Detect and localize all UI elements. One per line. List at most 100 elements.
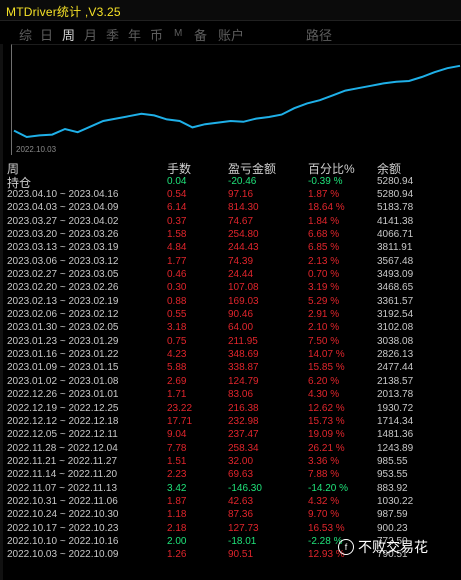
row-balance: 1930.72 bbox=[377, 402, 414, 414]
tab-week[interactable]: 周 bbox=[62, 28, 76, 43]
row-lots: 4.84 bbox=[167, 242, 187, 254]
table-row[interactable]: 2022.12.12 ~ 2022.12.18 17.71 232.98 15.73 … bbox=[7, 415, 461, 428]
tab-currency[interactable]: 币 bbox=[150, 28, 164, 43]
table-row[interactable]: 2022.12.19 ~ 2022.12.25 23.22 216.38 12.62 … bbox=[7, 402, 461, 415]
tab-path[interactable]: 路径 bbox=[306, 28, 333, 43]
row-lots: 1.71 bbox=[167, 389, 187, 401]
row-pnl: 338.87 bbox=[228, 362, 259, 374]
row-pct: 1.87 % bbox=[308, 189, 340, 200]
equity-chart-svg bbox=[13, 64, 461, 139]
tab-account[interactable]: 账户 bbox=[218, 28, 245, 43]
row-pnl: 24.44 bbox=[228, 269, 254, 281]
row-week-range: 2022.10.10 ~ 2022.10.16 bbox=[7, 535, 119, 547]
table-row[interactable]: 2023.01.23 ~ 2023.01.29 0.75 211.95 7.50 % 3… bbox=[7, 335, 461, 348]
row-pct: 4.32 % bbox=[308, 495, 340, 507]
row-lots: 0.37 bbox=[167, 215, 187, 227]
row-pct: 6.20 % bbox=[308, 375, 340, 387]
tab-day[interactable]: 日 bbox=[40, 28, 54, 43]
row-week-range: 2022.10.24 ~ 2022.10.30 bbox=[7, 509, 119, 521]
row-pct: 18.64 % bbox=[308, 202, 345, 214]
table-row[interactable]: 2023.02.13 ~ 2023.02.19 0.88 169.03 5.29 % 3… bbox=[7, 295, 461, 308]
row-pct: 12.62 % bbox=[308, 402, 345, 414]
table-row[interactable]: 2023.03.20 ~ 2023.03.26 1.58 254.80 6.68 % 4… bbox=[7, 228, 461, 241]
row-pct: 19.09 % bbox=[308, 429, 345, 441]
row-pct: 3.19 % bbox=[308, 282, 340, 294]
row-pnl: 74.67 bbox=[228, 215, 254, 227]
row-lots: 1.77 bbox=[167, 255, 187, 267]
row-week-range: 2023.03.27 ~ 2023.04.02 bbox=[7, 215, 119, 227]
row-pnl: 90.51 bbox=[228, 549, 254, 561]
tab-year[interactable]: 年 bbox=[128, 28, 142, 43]
row-balance: 3468.65 bbox=[377, 282, 414, 294]
row-week-range: 2023.02.27 ~ 2023.03.05 bbox=[7, 269, 119, 281]
table-row[interactable]: 2023.03.27 ~ 2023.04.02 0.37 74.67 1.84 % 41… bbox=[7, 215, 461, 228]
table-row[interactable]: 2023.02.06 ~ 2023.02.12 0.55 90.46 2.91 % 31… bbox=[7, 308, 461, 321]
table-row[interactable]: 2023.01.02 ~ 2023.01.08 2.69 124.79 6.20 % 2… bbox=[7, 375, 461, 388]
row-lots: 1.51 bbox=[167, 455, 187, 467]
holding-balance: 5280.94 bbox=[377, 176, 414, 187]
watermark: f 不败交易花 bbox=[338, 537, 428, 557]
row-pnl: 814.30 bbox=[228, 202, 259, 214]
table-row[interactable]: 2023.03.06 ~ 2023.03.12 1.77 74.39 2.13 % 35… bbox=[7, 255, 461, 268]
title-bar: MTDriver统计 ,V3.25 bbox=[0, 0, 461, 21]
row-balance: 3493.09 bbox=[377, 269, 414, 281]
facebook-icon: f bbox=[338, 539, 354, 555]
col-header-lots: 手数 bbox=[167, 162, 192, 176]
table-row[interactable]: 2023.01.16 ~ 2023.01.22 4.23 348.69 14.07 %… bbox=[7, 348, 461, 361]
holding-pct: -0.39 % bbox=[308, 176, 343, 187]
row-lots: 0.30 bbox=[167, 282, 187, 294]
row-week-range: 2023.01.16 ~ 2023.01.22 bbox=[7, 349, 119, 361]
row-balance: 3811.91 bbox=[377, 242, 413, 254]
row-lots: 23.22 bbox=[167, 402, 193, 414]
row-lots: 1.26 bbox=[167, 549, 187, 561]
row-balance: 1243.89 bbox=[377, 442, 414, 454]
row-balance: 3102.08 bbox=[377, 322, 414, 334]
table-row[interactable]: 2023.02.27 ~ 2023.03.05 0.46 24.44 0.70 % 34… bbox=[7, 268, 461, 281]
tab-note[interactable]: 备 bbox=[194, 28, 208, 43]
table-row[interactable]: 2022.11.07 ~ 2022.11.13 3.42 -146.30 -14.20… bbox=[7, 482, 461, 495]
app-title: MTDriver统计 ,V3.25 bbox=[6, 5, 121, 19]
table-row[interactable]: 2022.11.21 ~ 2022.11.27 1.51 32.00 3.36 % 98… bbox=[7, 455, 461, 468]
tab-m[interactable]: M bbox=[174, 28, 183, 39]
table-row[interactable]: 2023.04.03 ~ 2023.04.09 6.14 814.30 18.64 %… bbox=[7, 201, 461, 214]
row-pct: 7.88 % bbox=[308, 469, 340, 481]
tab-overview[interactable]: 综 bbox=[19, 28, 33, 43]
table-row[interactable]: 2022.10.10 ~ 2022.10.16 2.00 -18.01 -2.28 %… bbox=[7, 535, 461, 548]
row-week-range: 2022.11.28 ~ 2022.12.04 bbox=[7, 442, 118, 454]
row-pct: 15.73 % bbox=[308, 415, 345, 427]
table-row[interactable]: 2022.10.17 ~ 2022.10.23 2.18 127.73 16.53 %… bbox=[7, 522, 461, 535]
table-row[interactable]: 2022.10.31 ~ 2022.11.06 1.87 42.63 4.32 % 10… bbox=[7, 495, 461, 508]
table-row[interactable]: 2022.10.24 ~ 2022.10.30 1.18 87.36 9.70 % 98… bbox=[7, 508, 461, 521]
row-balance: 5183.78 bbox=[377, 202, 414, 214]
left-border bbox=[0, 44, 3, 580]
row-pnl: 64.00 bbox=[228, 322, 254, 334]
table-row[interactable]: 2023.04.10 ~ 2023.04.16 0.54 97.16 1.87 % 52… bbox=[7, 188, 461, 201]
table-row[interactable]: 2022.11.14 ~ 2022.11.20 2.23 69.63 7.88 % 95… bbox=[7, 468, 461, 481]
row-pct: -14.20 % bbox=[308, 482, 349, 494]
tab-quarter[interactable]: 季 bbox=[106, 28, 120, 43]
row-week-range: 2023.04.10 ~ 2023.04.16 bbox=[7, 189, 119, 200]
row-pnl: 32.00 bbox=[228, 455, 254, 467]
row-balance: 4141.38 bbox=[377, 215, 414, 227]
row-balance: 2013.78 bbox=[377, 389, 414, 401]
table-row[interactable]: 2023.02.20 ~ 2023.02.26 0.30 107.08 3.19 % 3… bbox=[7, 281, 461, 294]
row-pct: 6.68 % bbox=[308, 229, 340, 241]
row-lots: 1.58 bbox=[167, 229, 187, 241]
period-tabs: 综 日 周 月 季 年 币 M 备 账户 路径 bbox=[0, 22, 461, 44]
row-pct: 9.70 % bbox=[308, 509, 340, 521]
row-lots: 0.46 bbox=[167, 269, 187, 281]
row-week-range: 2022.10.31 ~ 2022.11.06 bbox=[7, 495, 118, 507]
table-row[interactable]: 2022.12.05 ~ 2022.12.11 9.04 237.47 19.09 %… bbox=[7, 428, 461, 441]
col-header-balance: 余额 bbox=[377, 162, 402, 176]
col-header-pct: 百分比% bbox=[308, 162, 355, 176]
row-pnl: 42.63 bbox=[228, 495, 254, 507]
table-row[interactable]: 2023.01.30 ~ 2023.02.05 3.18 64.00 2.10 % 31… bbox=[7, 321, 461, 334]
row-lots: 7.78 bbox=[167, 442, 187, 454]
table-row[interactable]: 2023.03.13 ~ 2023.03.19 4.84 244.43 6.85 % 3… bbox=[7, 241, 461, 254]
table-row[interactable]: 2022.10.03 ~ 2022.10.09 1.26 90.51 12.93 % 7… bbox=[7, 548, 461, 561]
table-row[interactable]: 2023.01.09 ~ 2023.01.15 5.88 338.87 15.85 %… bbox=[7, 361, 461, 374]
table-row[interactable]: 2022.11.28 ~ 2022.12.04 7.78 258.34 26.21 %… bbox=[7, 442, 461, 455]
row-balance: 3038.08 bbox=[377, 335, 414, 347]
tab-month[interactable]: 月 bbox=[84, 28, 98, 43]
table-row[interactable]: 2022.12.26 ~ 2023.01.01 1.71 83.06 4.30 % 20… bbox=[7, 388, 461, 401]
